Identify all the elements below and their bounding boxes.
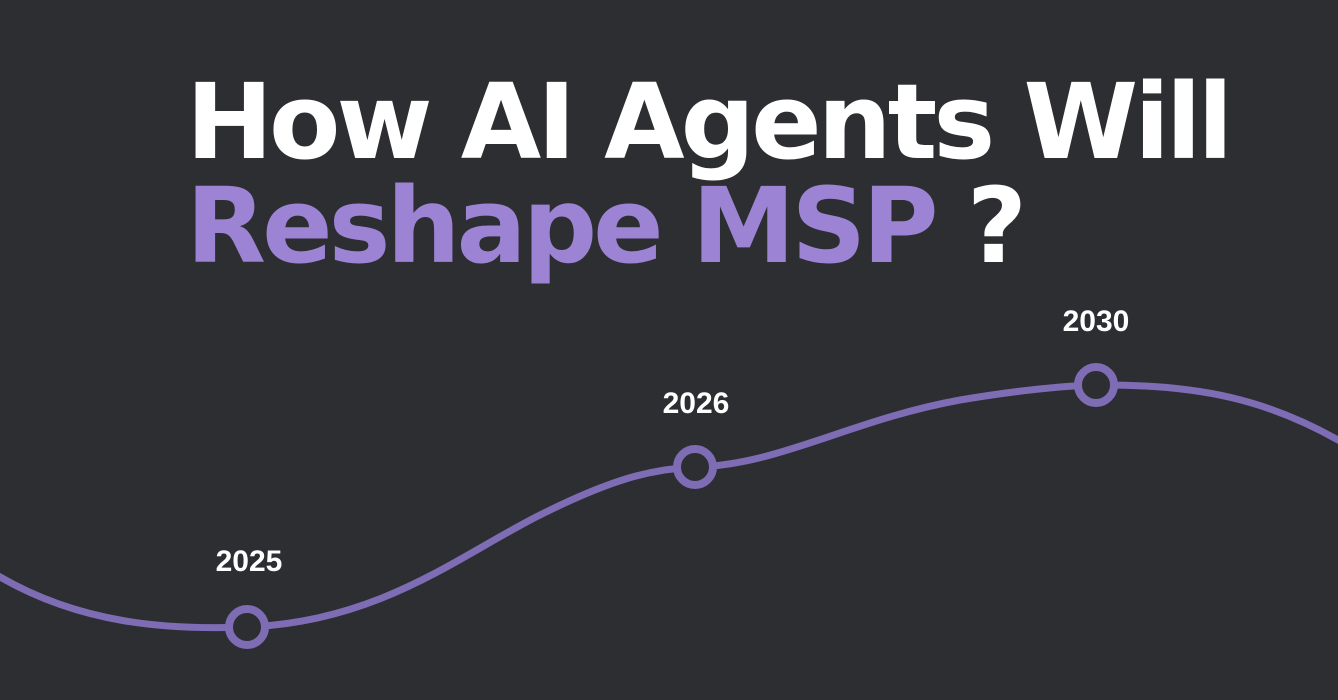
question-mark: ? [934,165,1027,287]
timeline-path [0,381,1338,632]
headline: How AI Agents Will Reshape MSP ? [186,61,1233,278]
milestone-label-2026: 2026 [662,387,730,420]
milestone-marker-2025 [225,605,269,649]
headline-accent: Reshape MSP [186,165,939,287]
milestone-label-2025: 2025 [215,545,283,578]
milestone-marker-2026 [673,445,717,489]
milestone-label-2030: 2030 [1062,305,1130,338]
headline-line-1: How AI Agents Will [186,61,1233,183]
headline-line-2: Reshape MSP ? [186,174,1229,278]
milestone-marker-2030 [1074,363,1118,407]
